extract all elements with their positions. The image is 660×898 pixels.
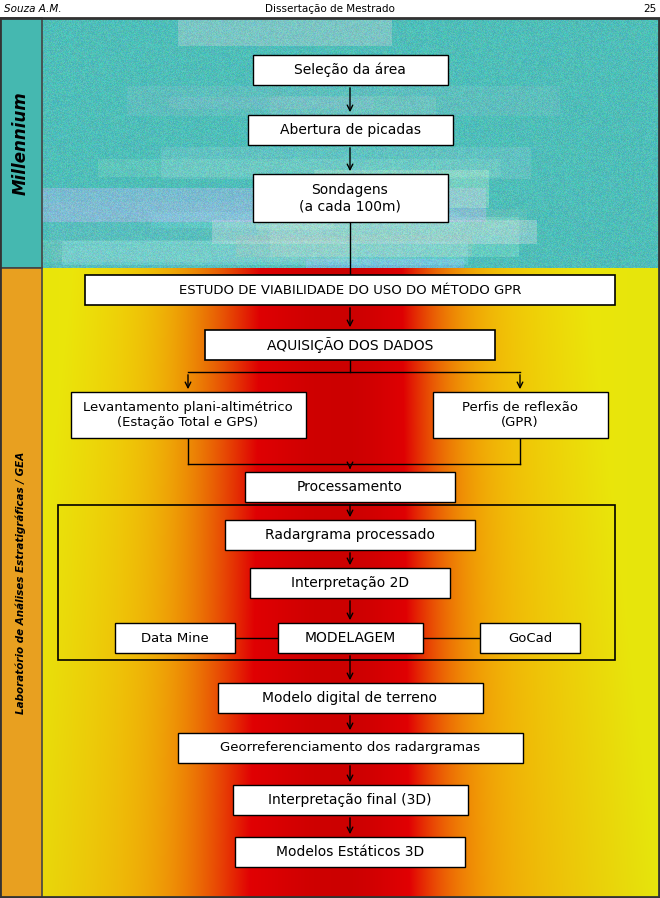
Text: Modelos Estáticos 3D: Modelos Estáticos 3D bbox=[276, 845, 424, 859]
Text: GoCad: GoCad bbox=[508, 631, 552, 645]
Text: Levantamento plani-altimétrico
(Estação Total e GPS): Levantamento plani-altimétrico (Estação … bbox=[83, 401, 293, 429]
Text: Millennium: Millennium bbox=[12, 91, 30, 195]
Text: Processamento: Processamento bbox=[297, 480, 403, 494]
Bar bbox=[178, 733, 523, 763]
Text: ESTUDO DE VIABILIDADE DO USO DO MÉTODO GPR: ESTUDO DE VIABILIDADE DO USO DO MÉTODO G… bbox=[179, 284, 521, 296]
Text: Sondagens
(a cada 100m): Sondagens (a cada 100m) bbox=[299, 183, 401, 213]
Bar bbox=[58, 505, 615, 660]
Bar bbox=[253, 174, 447, 222]
Bar bbox=[0, 268, 42, 898]
Text: MODELAGEM: MODELAGEM bbox=[304, 631, 395, 645]
Bar bbox=[85, 275, 615, 305]
Text: Dissertação de Mestrado: Dissertação de Mestrado bbox=[265, 4, 395, 14]
Text: Georreferenciamento dos radargramas: Georreferenciamento dos radargramas bbox=[220, 742, 480, 754]
Bar bbox=[235, 837, 465, 867]
Text: 25: 25 bbox=[643, 4, 656, 14]
Bar bbox=[253, 55, 447, 85]
Text: Seleção da área: Seleção da área bbox=[294, 63, 406, 77]
Text: Laboratório de Análises Estratigráficas / GEA: Laboratório de Análises Estratigráficas … bbox=[16, 452, 26, 714]
Bar bbox=[250, 568, 450, 598]
Text: Abertura de picadas: Abertura de picadas bbox=[279, 123, 420, 137]
Bar bbox=[0, 18, 42, 268]
Bar bbox=[225, 520, 475, 550]
Text: AQUISIÇÃO DOS DADOS: AQUISIÇÃO DOS DADOS bbox=[267, 337, 433, 353]
Bar bbox=[205, 330, 495, 360]
Text: Data Mine: Data Mine bbox=[141, 631, 209, 645]
Bar bbox=[232, 785, 467, 815]
Text: Perfis de reflexão
(GPR): Perfis de reflexão (GPR) bbox=[462, 401, 578, 429]
Text: Radargrama processado: Radargrama processado bbox=[265, 528, 435, 542]
Text: Modelo digital de terreno: Modelo digital de terreno bbox=[263, 691, 438, 705]
Text: Interpretação 2D: Interpretação 2D bbox=[291, 576, 409, 590]
Text: Interpretação final (3D): Interpretação final (3D) bbox=[268, 793, 432, 807]
Bar bbox=[218, 683, 482, 713]
Bar bbox=[0, 0, 660, 18]
Bar bbox=[71, 392, 306, 438]
Bar bbox=[480, 623, 580, 653]
Bar bbox=[277, 623, 422, 653]
Bar bbox=[115, 623, 235, 653]
Bar bbox=[432, 392, 607, 438]
Bar bbox=[248, 115, 453, 145]
Bar bbox=[245, 472, 455, 502]
Text: Souza A.M.: Souza A.M. bbox=[4, 4, 61, 14]
